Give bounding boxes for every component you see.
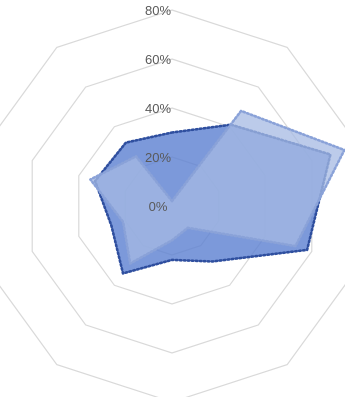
grid-ring-4 [0, 9, 345, 397]
tick-label-40: 40% [145, 101, 171, 116]
tick-labels: 0% 20% 40% 60% 80% [145, 3, 171, 214]
radar-series [89, 109, 345, 275]
tick-label-0: 0% [149, 199, 168, 214]
series-2-area [89, 109, 345, 265]
tick-label-80: 80% [145, 3, 171, 18]
tick-label-20: 20% [145, 150, 171, 165]
tick-label-60: 60% [145, 52, 171, 67]
